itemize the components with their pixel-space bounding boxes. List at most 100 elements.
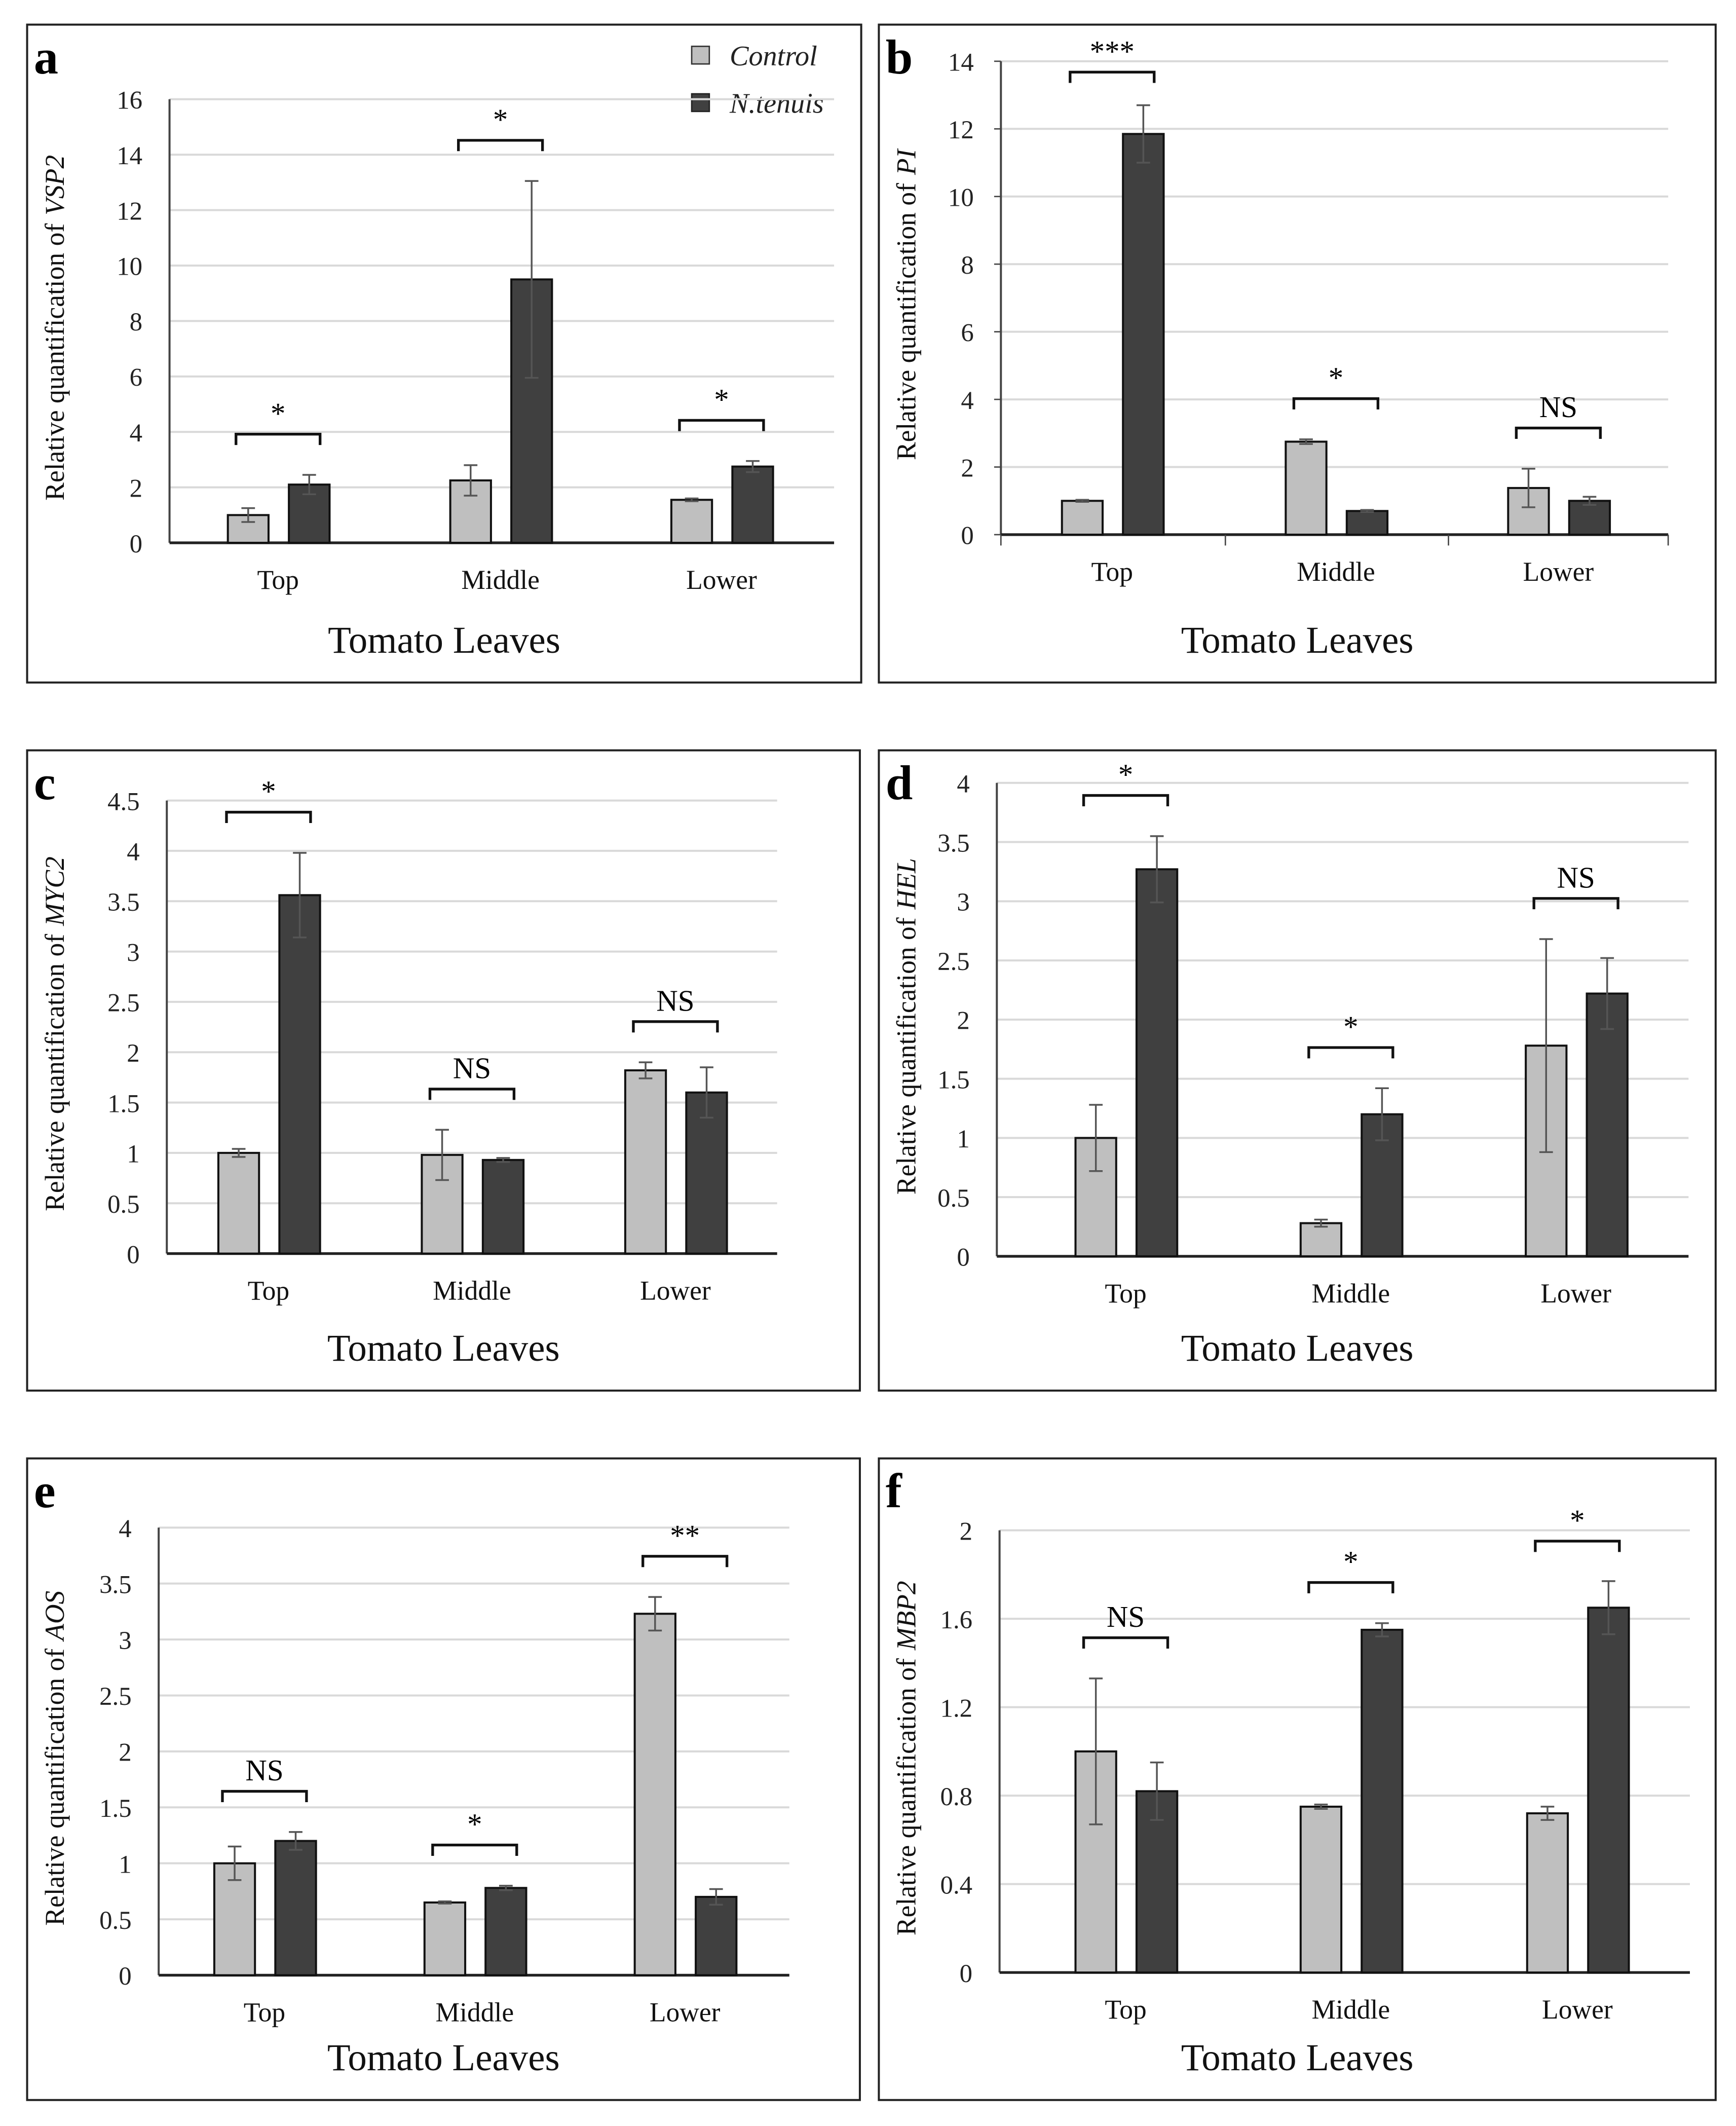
y-tick-label: 14 (117, 141, 142, 170)
y-tick-label: 14 (948, 48, 974, 77)
bar-treatment-middle (484, 1887, 527, 1976)
x-category-label: Lower (640, 1276, 711, 1306)
significance-bracket (235, 433, 322, 445)
y-axis-title-gene: AOS (40, 1591, 70, 1642)
significance-label: * (1343, 1011, 1358, 1043)
x-category-label: Top (1105, 1994, 1146, 2025)
y-tick-label: 3.5 (99, 1570, 132, 1598)
x-category-label: Top (257, 565, 298, 595)
significance-bracket (1307, 1581, 1394, 1593)
y-tick-label: 4 (127, 838, 139, 866)
bar-control-lower (670, 499, 713, 544)
x-category-label: Middle (433, 1276, 511, 1306)
bar-control-lower (1526, 1812, 1569, 1974)
y-tick-label: 1.2 (940, 1694, 973, 1722)
significance-bracket (632, 1020, 719, 1033)
significance-bracket (1069, 70, 1156, 83)
bar-treatment-lower (731, 465, 774, 544)
y-axis-title-gene: PI (891, 148, 922, 175)
bar-control-middle (1299, 1805, 1343, 1974)
legend-swatch-control (691, 46, 710, 65)
y-tick-label: 2 (127, 1039, 139, 1067)
significance-label: NS (245, 1754, 283, 1787)
y-tick-label: 1.6 (940, 1606, 973, 1634)
panel-frame (878, 749, 1717, 1392)
panel-frame (878, 23, 1717, 684)
bar-control-middle (423, 1901, 467, 1976)
y-tick-label: 2 (957, 1006, 969, 1035)
x-category-label: Lower (1523, 556, 1594, 587)
significance-bracket (1532, 897, 1619, 910)
significance-label: * (493, 103, 508, 136)
significance-label: * (1329, 361, 1343, 394)
y-tick-label: 8 (961, 251, 973, 279)
x-category-label: Top (1091, 556, 1133, 587)
panel-c: c 0 0.5 1 1.5 2 2.5 3 3.5 4 4.5 Top * Middle NS Lower NS… (26, 749, 861, 1392)
x-category-label: Lower (650, 1997, 721, 2027)
y-tick-label: 4 (130, 419, 142, 447)
bar-treatment-middle (481, 1159, 525, 1255)
significance-bracket (1534, 1540, 1621, 1552)
significance-bracket (678, 419, 765, 431)
bar-treatment-lower (1587, 1607, 1630, 1974)
y-axis-title-prefix: Relative quantification of (40, 223, 70, 501)
y-tick-label: 1 (127, 1140, 139, 1168)
bar-treatment-lower (685, 1091, 728, 1255)
y-axis-title-gene: MYC2 (40, 856, 70, 926)
significance-bracket (1292, 397, 1380, 409)
y-tick-label: 0 (957, 1243, 969, 1272)
y-tick-label: 0 (960, 1959, 972, 1988)
y-tick-label: 8 (130, 308, 142, 336)
y-tick-label: 12 (117, 197, 142, 225)
y-tick-label: 0.5 (99, 1906, 132, 1934)
bar-control-middle (1299, 1222, 1343, 1257)
y-tick-label: 2 (960, 1517, 972, 1545)
y-axis-title-gene: MBP2 (891, 1581, 922, 1651)
y-tick-label: 10 (948, 183, 974, 211)
y-axis-title-gene: HEL (891, 858, 922, 910)
y-axis-title-prefix: Relative quantification of (891, 917, 922, 1195)
x-category-label: Middle (436, 1997, 514, 2027)
legend-label-control: Control (730, 41, 817, 72)
y-tick-label: 0.4 (940, 1871, 973, 1899)
x-axis-title: Tomato Leaves (327, 1327, 560, 1369)
y-tick-label: 1.5 (937, 1065, 970, 1094)
bar-control-lower (624, 1069, 667, 1255)
y-tick-label: 2 (130, 474, 142, 502)
y-tick-label: 4 (961, 386, 973, 415)
significance-label: * (1570, 1504, 1584, 1537)
y-tick-label: 2.5 (99, 1682, 132, 1710)
y-tick-label: 6 (961, 318, 973, 347)
y-tick-label: 2.5 (107, 989, 140, 1017)
significance-bracket (457, 139, 544, 152)
bar-treatment-top (1122, 133, 1165, 536)
panel-letter: b (886, 30, 913, 84)
y-tick-label: 16 (117, 86, 142, 115)
panel-letter: d (886, 756, 913, 810)
panel-letter: c (34, 756, 56, 810)
y-tick-label: 4 (957, 770, 969, 798)
x-category-label: Lower (686, 565, 757, 595)
bar-treatment-top (1135, 868, 1179, 1257)
y-axis-title-prefix: Relative quantification of (891, 183, 922, 460)
y-axis-title: Relative quantification of MYC2 (40, 856, 70, 1211)
panel-b: b 0 2 4 6 8 10 12 14 Top *** Middle * Lower NS Tomato L… (878, 23, 1717, 684)
y-tick-label: 0.5 (107, 1190, 140, 1218)
significance-label: ** (670, 1519, 700, 1552)
y-axis-title-prefix: Relative quantification of (891, 1658, 922, 1935)
significance-bracket (641, 1555, 729, 1568)
y-tick-label: 3 (127, 938, 139, 966)
y-axis-title-prefix: Relative quantification of (40, 1649, 70, 1926)
y-tick-label: 3 (957, 888, 969, 916)
significance-bracket (1515, 426, 1602, 439)
bar-treatment-top (274, 1840, 317, 1976)
x-category-label: Lower (1542, 1994, 1613, 2025)
x-axis-title: Tomato Leaves (1181, 1327, 1414, 1369)
panel-frame (26, 23, 862, 684)
significance-bracket (1082, 794, 1169, 806)
y-tick-label: 0.8 (940, 1782, 973, 1811)
significance-bracket (428, 1088, 516, 1100)
y-tick-label: 3 (119, 1626, 131, 1655)
significance-bracket (431, 1843, 518, 1856)
y-axis-title: Relative quantification of PI (891, 148, 922, 460)
